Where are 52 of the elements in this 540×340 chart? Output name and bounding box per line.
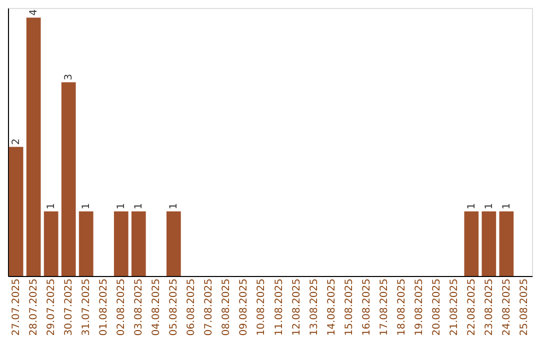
data-label: 1 bbox=[116, 203, 128, 210]
x-tick-label: 01.08.2025 bbox=[98, 278, 110, 336]
x-tick-label: 08.08.2025 bbox=[221, 278, 232, 336]
x-tick-label: 15.08.2025 bbox=[344, 278, 355, 336]
data-label: 1 bbox=[484, 203, 495, 210]
bar bbox=[166, 211, 181, 276]
data-label: 1 bbox=[46, 203, 58, 210]
x-tick-label: 11.08.2025 bbox=[274, 278, 285, 336]
data-label: 1 bbox=[168, 203, 180, 210]
x-tick-label: 19.08.2025 bbox=[414, 278, 425, 336]
x-tick-label: 17.08.2025 bbox=[378, 278, 390, 336]
x-tick-label: 21.08.2025 bbox=[448, 278, 460, 336]
data-label: 3 bbox=[64, 74, 75, 80]
bar bbox=[499, 211, 514, 276]
x-tick-label: 25.08.2025 bbox=[518, 278, 530, 336]
x-tick-label: 10.08.2025 bbox=[256, 278, 268, 336]
x-tick-label: 27.07.2025 bbox=[11, 278, 22, 336]
data-label: 4 bbox=[28, 9, 40, 16]
x-tick-label: 16.08.2025 bbox=[361, 278, 372, 336]
x-tick-label: 24.08.2025 bbox=[501, 278, 512, 336]
data-label: 2 bbox=[11, 138, 22, 145]
x-tick-label: 14.08.2025 bbox=[326, 278, 338, 336]
bar bbox=[464, 211, 479, 276]
x-tick-label: 02.08.2025 bbox=[116, 278, 128, 336]
x-tick-label: 22.08.2025 bbox=[466, 278, 478, 336]
bar bbox=[26, 18, 41, 276]
x-tick-label: 31.07.2025 bbox=[81, 278, 92, 336]
bar bbox=[78, 211, 94, 276]
x-tick-label: 06.08.2025 bbox=[186, 278, 198, 336]
x-tick-label: 04.08.2025 bbox=[151, 278, 162, 336]
data-label: 1 bbox=[466, 203, 478, 210]
x-tick-label: 20.08.2025 bbox=[431, 278, 442, 336]
bar bbox=[482, 211, 496, 276]
x-tick-label: 18.08.2025 bbox=[396, 278, 408, 336]
x-tick-label: 28.07.2025 bbox=[28, 278, 40, 336]
bar bbox=[114, 211, 128, 276]
x-tick-label: 07.08.2025 bbox=[204, 278, 215, 336]
x-tick-label: 23.08.2025 bbox=[484, 278, 495, 336]
x-tick-label: 03.08.2025 bbox=[134, 278, 145, 336]
x-tick-label: 30.07.2025 bbox=[64, 278, 75, 336]
data-label: 1 bbox=[134, 203, 145, 210]
x-tick-label: 29.07.2025 bbox=[46, 278, 58, 336]
x-tick-label: 09.08.2025 bbox=[238, 278, 250, 336]
bar bbox=[131, 211, 146, 276]
data-label: 1 bbox=[81, 203, 92, 210]
bar bbox=[8, 146, 24, 276]
x-tick-label: 13.08.2025 bbox=[308, 278, 320, 336]
bar bbox=[61, 82, 76, 276]
x-tick-label: 05.08.2025 bbox=[168, 278, 180, 336]
bar bbox=[44, 211, 58, 276]
x-tick-label: 12.08.2025 bbox=[291, 278, 302, 336]
data-label: 1 bbox=[501, 203, 512, 210]
